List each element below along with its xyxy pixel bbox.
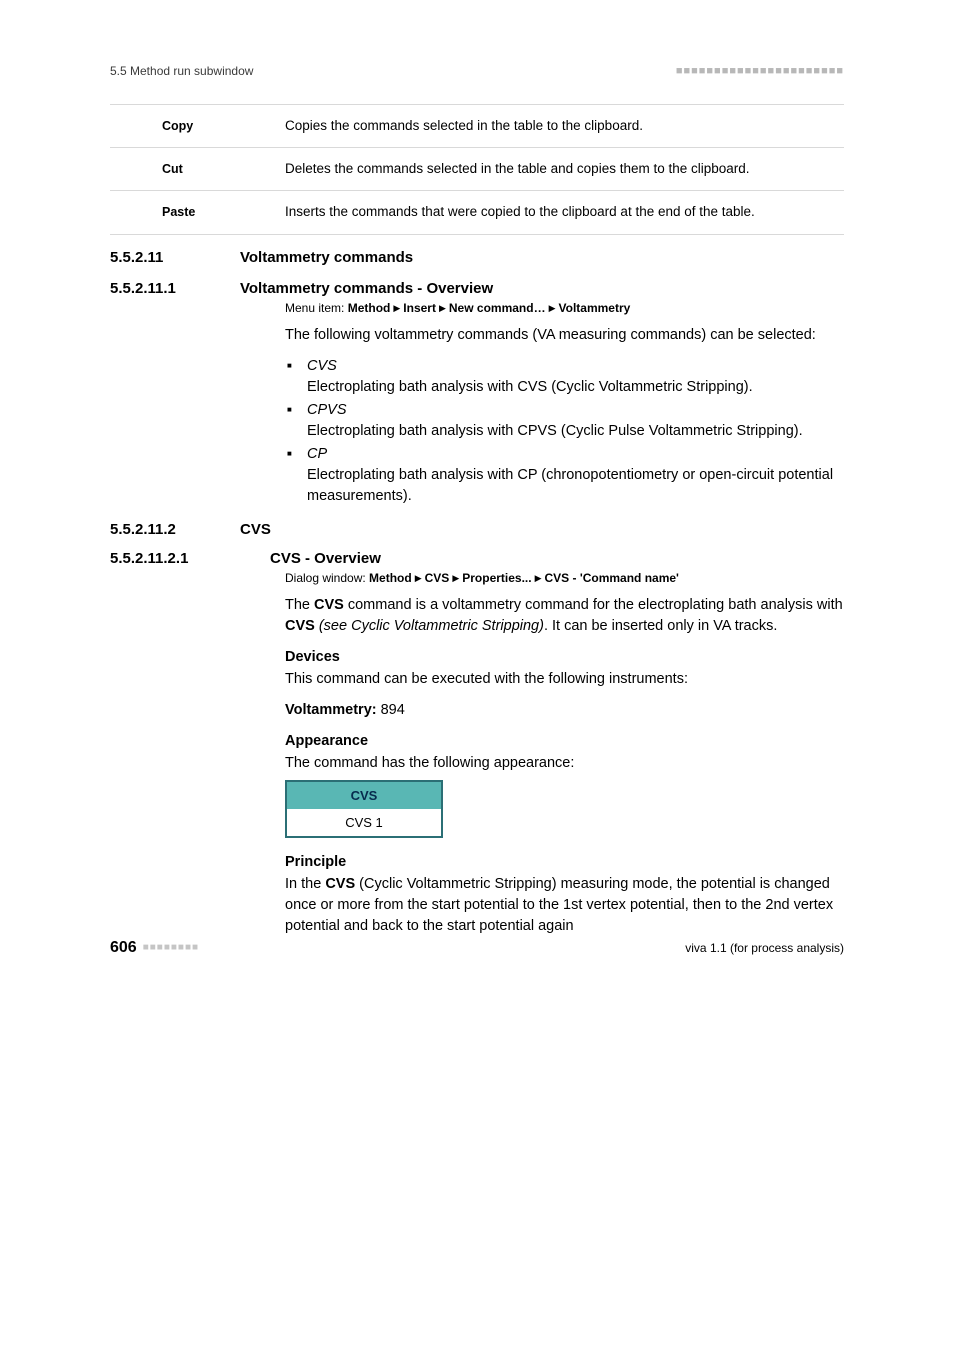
row-label: Cut — [110, 148, 285, 191]
section-number: 5.5.2.11.2 — [110, 521, 240, 538]
cvs-block-header: CVS — [287, 782, 441, 809]
section-title: Voltammetry commands - Overview — [240, 280, 493, 297]
section-heading: 5.5.2.11.1 Voltammetry commands - Overvi… — [110, 280, 844, 297]
menu-part: Method — [369, 571, 412, 585]
principle-text: In the CVS (Cyclic Voltammetric Strippin… — [285, 874, 844, 937]
text-bold: CVS — [325, 876, 355, 892]
row-desc: Inserts the commands that were copied to… — [285, 191, 844, 234]
text: command is a voltammetry command for the… — [344, 597, 843, 613]
list-desc: Electroplating bath analysis with CP (ch… — [307, 467, 833, 504]
menu-part: Properties... — [462, 571, 531, 585]
dialog-prefix: Dialog window: — [285, 571, 369, 585]
arrow-icon: ▶ — [549, 303, 556, 314]
voltammetry-line: Voltammetry: 894 — [285, 700, 844, 721]
dialog-path: Dialog window: Method▶CVS▶Properties...▶… — [285, 571, 844, 585]
menu-part: New command… — [449, 301, 546, 315]
list-desc: Electroplating bath analysis with CPVS (… — [307, 423, 803, 439]
page-number: 606 — [110, 939, 137, 957]
section-title: Voltammetry commands — [240, 249, 413, 266]
arrow-icon: ▶ — [393, 303, 400, 314]
table-row: Paste Inserts the commands that were cop… — [110, 191, 844, 234]
cvs-command-block: CVS CVS 1 — [285, 780, 443, 838]
arrow-icon: ▶ — [415, 573, 422, 584]
page-footer: 606 ■■■■■■■■ viva 1.1 (for process analy… — [110, 939, 844, 957]
list-item: CPVS Electroplating bath analysis with C… — [285, 400, 844, 442]
list-item: CVS Electroplating bath analysis with CV… — [285, 356, 844, 398]
text-bold: CVS — [314, 597, 344, 613]
menu-prefix: Menu item: — [285, 301, 348, 315]
arrow-icon: ▶ — [535, 573, 542, 584]
page-header: 5.5 Method run subwindow ■■■■■■■■■■■■■■■… — [110, 64, 844, 78]
footer-right: viva 1.1 (for process analysis) — [685, 941, 844, 955]
section-heading: 5.5.2.11.2 CVS — [110, 521, 844, 538]
footer-decoration: ■■■■■■■■ — [143, 942, 199, 953]
voltammetry-value: 894 — [377, 702, 405, 718]
row-label: Copy — [110, 105, 285, 148]
header-left: 5.5 Method run subwindow — [110, 64, 253, 78]
arrow-icon: ▶ — [452, 573, 459, 584]
section-number: 5.5.2.11 — [110, 249, 240, 266]
text: The — [285, 597, 314, 613]
table-row: Copy Copies the commands selected in the… — [110, 105, 844, 148]
appearance-heading: Appearance — [285, 733, 844, 749]
menu-part: Voltammetry — [559, 301, 631, 315]
section-heading: 5.5.2.11 Voltammetry commands — [110, 249, 844, 266]
footer-left: 606 ■■■■■■■■ — [110, 939, 199, 957]
section-heading: 5.5.2.11.2.1 CVS - Overview — [110, 550, 844, 567]
menu-part: CVS - 'Command name' — [545, 571, 679, 585]
section-number: 5.5.2.11.2.1 — [110, 550, 270, 567]
table-row: Cut Deletes the commands selected in the… — [110, 148, 844, 191]
menu-part: Insert — [403, 301, 436, 315]
arrow-icon: ▶ — [439, 303, 446, 314]
section-number: 5.5.2.11.1 — [110, 280, 240, 297]
list-term: CVS — [307, 358, 337, 374]
row-label: Paste — [110, 191, 285, 234]
row-desc: Copies the commands selected in the tabl… — [285, 105, 844, 148]
list-desc: Electroplating bath analysis with CVS (C… — [307, 379, 753, 395]
section-title: CVS - Overview — [270, 550, 381, 567]
list-item: CP Electroplating bath analysis with CP … — [285, 444, 844, 507]
menu-part: CVS — [425, 571, 450, 585]
cvs-intro: The CVS command is a voltammetry command… — [285, 595, 844, 637]
row-desc: Deletes the commands selected in the tab… — [285, 148, 844, 191]
list-term: CPVS — [307, 402, 347, 418]
text: (Cyclic Voltammetric Stripping) measurin… — [285, 876, 833, 934]
list-term: CP — [307, 446, 327, 462]
menu-path: Menu item: Method▶Insert▶New command…▶Vo… — [285, 301, 844, 315]
devices-heading: Devices — [285, 649, 844, 665]
text: . It can be inserted only in VA tracks. — [544, 618, 777, 634]
voltammetry-label: Voltammetry: — [285, 702, 377, 718]
va-list: CVS Electroplating bath analysis with CV… — [285, 356, 844, 507]
header-decoration: ■■■■■■■■■■■■■■■■■■■■■■ — [676, 65, 844, 77]
menu-part: Method — [348, 301, 391, 315]
text: In the — [285, 876, 325, 892]
cvs-block-value: CVS 1 — [287, 809, 441, 836]
text-bold: CVS — [285, 618, 315, 634]
text-italic: (see Cyclic Voltammetric Stripping) — [315, 618, 544, 634]
commands-table: Copy Copies the commands selected in the… — [110, 104, 844, 235]
section-title: CVS — [240, 521, 271, 538]
devices-text: This command can be executed with the fo… — [285, 669, 844, 690]
principle-heading: Principle — [285, 854, 844, 870]
appearance-text: The command has the following appearance… — [285, 753, 844, 774]
overview-intro: The following voltammetry commands (VA m… — [285, 325, 844, 346]
